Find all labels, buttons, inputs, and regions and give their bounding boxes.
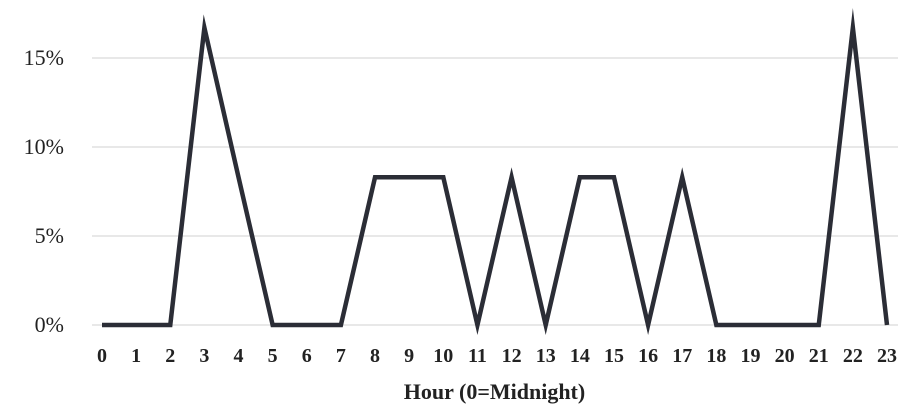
data-point-hour-15: [612, 175, 616, 179]
x-tick-label: 14: [570, 345, 590, 367]
x-tick-label: 0: [97, 345, 107, 367]
data-point-hour-19: [748, 323, 752, 327]
x-tick-label: 2: [165, 345, 175, 367]
data-point-hour-21: [817, 323, 821, 327]
data-point-hour-9: [407, 175, 411, 179]
y-tick-label: 15%: [24, 45, 64, 70]
x-tick-label: 12: [502, 345, 522, 367]
data-point-hour-6: [305, 323, 309, 327]
x-tick-label: 21: [809, 345, 829, 367]
gridlines: [92, 57, 898, 326]
x-tick-label: 5: [268, 345, 278, 367]
x-tick-label: 16: [638, 345, 658, 367]
x-tick-label: 22: [843, 345, 863, 367]
x-tick-label: 7: [336, 345, 346, 367]
data-point-hour-11: [475, 323, 479, 327]
data-point-hour-16: [646, 323, 650, 327]
data-point-hour-1: [134, 323, 138, 327]
series-line-0: [102, 8, 890, 335]
x-tick-label: 11: [468, 345, 487, 367]
data-point-hour-2: [168, 323, 172, 327]
x-tick-label: 8: [370, 345, 380, 367]
data-point-hour-5: [271, 323, 275, 327]
y-tick-label: 10%: [24, 134, 64, 159]
data-point-hour-22: [851, 26, 855, 30]
x-tick-label: 20: [775, 345, 795, 367]
x-tick-label: 6: [302, 345, 312, 367]
x-tick-label: 3: [199, 345, 209, 367]
data-point-hour-13: [544, 323, 548, 327]
x-tick-label: 10: [433, 345, 453, 367]
data-point-hour-14: [578, 175, 582, 179]
x-tick-label: 1: [131, 345, 141, 367]
y-axis-ticks: 0% 5% 10% 15%: [24, 45, 64, 337]
data-point-hour-7: [339, 323, 343, 327]
data-point-hour-10: [441, 175, 445, 179]
x-axis-ticks: 0 1 2 3 4 5 6 7 8 9 10 11 12 13 14 15 16 17 18 19 20 21 22 23: [97, 345, 897, 367]
x-tick-label: 15: [604, 345, 624, 367]
data-point-hour-23: [885, 323, 889, 327]
data-point-hour-8: [373, 175, 377, 179]
x-axis-title: Hour (0=Midnight): [404, 379, 585, 404]
y-tick-label: 5%: [35, 223, 64, 248]
x-tick-label: 18: [706, 345, 726, 367]
x-tick-label: 23: [877, 345, 897, 367]
data-point-hour-3: [202, 26, 206, 30]
data-point-hour-12: [510, 175, 514, 179]
x-tick-label: 9: [404, 345, 414, 367]
data-point-hour-0: [100, 323, 104, 327]
x-tick-label: 17: [672, 345, 692, 367]
y-tick-label: 0%: [35, 312, 64, 337]
data-point-hour-20: [783, 323, 787, 327]
data-point-hour-17: [680, 175, 684, 179]
data-point-hour-4: [237, 175, 241, 179]
x-tick-label: 13: [536, 345, 556, 367]
series-layer: [100, 8, 890, 335]
x-tick-label: 4: [234, 345, 244, 367]
data-point-hour-18: [714, 323, 718, 327]
x-tick-label: 19: [740, 345, 760, 367]
